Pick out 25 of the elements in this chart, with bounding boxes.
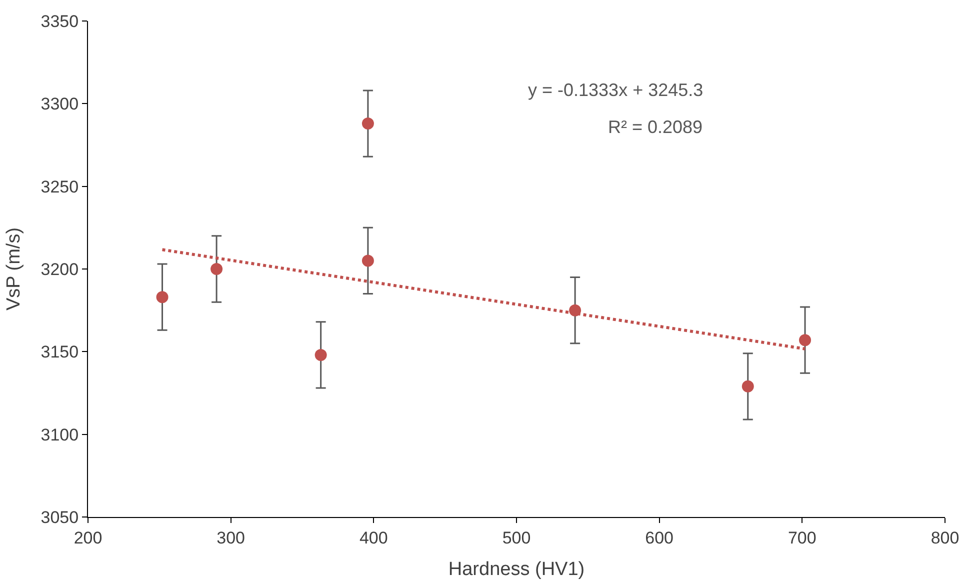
x-tick-label: 600	[645, 528, 674, 548]
point	[362, 118, 374, 130]
y-tick-label: 3300	[40, 94, 79, 114]
point	[156, 291, 168, 304]
y-tick-label: 3250	[40, 177, 79, 196]
annotation: R² = 0.2089	[608, 117, 703, 137]
point	[362, 254, 374, 267]
y-tick-label: 3050	[40, 508, 79, 527]
y-tick-label: 3150	[40, 342, 79, 362]
annotation: y = -0.1333x + 3245.3	[528, 80, 704, 100]
x-tick-label: 700	[788, 528, 816, 548]
x-tick-label: 800	[930, 528, 960, 548]
y-axis-title: VsP (m/s)	[4, 227, 25, 311]
point	[314, 348, 327, 361]
x-axis-title: Hardness (HV1)	[448, 559, 585, 580]
point	[210, 263, 223, 275]
x-tick-label: 300	[216, 528, 246, 548]
y-tick-label: 3200	[40, 260, 79, 279]
x-tick-label: 500	[502, 528, 531, 548]
point	[799, 334, 812, 346]
x-tick-label: 200	[74, 528, 102, 548]
point	[742, 380, 754, 392]
y-tick-label: 3100	[40, 425, 79, 444]
x-tick-label: 400	[359, 528, 388, 548]
y-tick-label: 3350	[40, 12, 79, 31]
